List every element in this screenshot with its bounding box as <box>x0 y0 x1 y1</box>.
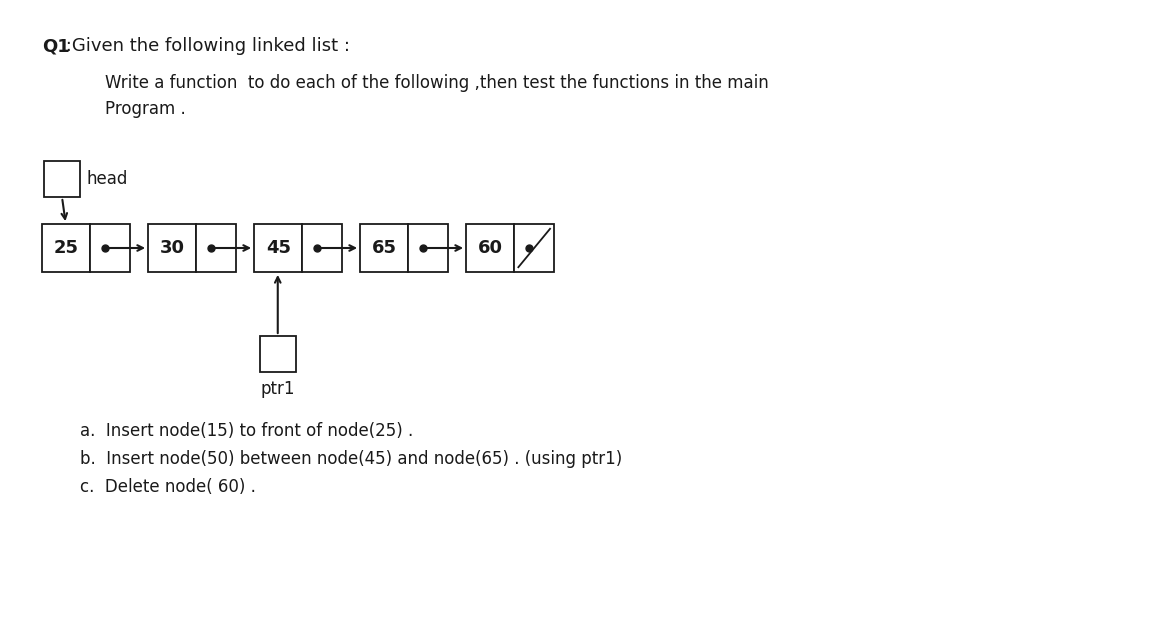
Bar <box>260 336 296 372</box>
Text: 60: 60 <box>477 239 503 257</box>
Text: Program .: Program . <box>105 100 186 118</box>
Text: 65: 65 <box>372 239 397 257</box>
Text: :Given the following linked list :: :Given the following linked list : <box>60 37 350 55</box>
Text: 45: 45 <box>266 239 290 257</box>
Text: head: head <box>87 170 128 188</box>
Bar <box>90 224 130 272</box>
Text: 30: 30 <box>159 239 185 257</box>
Text: 25: 25 <box>54 239 78 257</box>
Bar <box>42 224 90 272</box>
Text: Q1: Q1 <box>42 37 70 55</box>
Text: Write a function  to do each of the following ,then test the functions in the ma: Write a function to do each of the follo… <box>105 74 769 92</box>
Bar <box>408 224 448 272</box>
Bar <box>44 161 80 197</box>
Text: c.  Delete node( 60) .: c. Delete node( 60) . <box>80 478 256 496</box>
Text: a.  Insert node(15) to front of node(25) .: a. Insert node(15) to front of node(25) … <box>80 422 413 440</box>
Bar <box>466 224 515 272</box>
Bar <box>254 224 302 272</box>
Bar <box>302 224 342 272</box>
Bar <box>360 224 408 272</box>
Bar <box>147 224 197 272</box>
Bar <box>515 224 555 272</box>
Text: b.  Insert node(50) between node(45) and node(65) . (using ptr1): b. Insert node(50) between node(45) and … <box>80 450 622 468</box>
Text: ptr1: ptr1 <box>261 380 295 398</box>
Bar <box>197 224 236 272</box>
